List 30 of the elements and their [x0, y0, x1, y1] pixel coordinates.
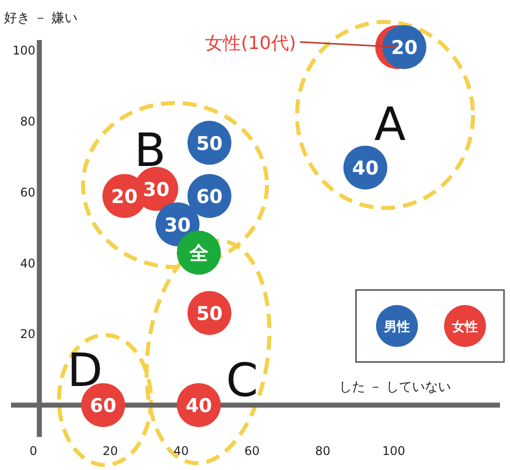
y-tick-label: 80 [20, 114, 36, 129]
annotation: 40 [186, 395, 212, 418]
annotation: 50 [196, 132, 223, 155]
annotation: D [67, 343, 103, 397]
annotation: 30 [164, 214, 191, 236]
y-tick-label: 60 [20, 185, 36, 200]
y-tick-label: 100 [12, 44, 36, 58]
x-tick-label: 20 [102, 444, 118, 458]
annotation: 女性(10代) [205, 33, 296, 54]
annotation: 20 [391, 37, 418, 60]
legend: 男性 女性 [355, 289, 505, 363]
annotation: 60 [196, 186, 223, 208]
x-tick-label: 100 [382, 444, 406, 458]
annotation: B [134, 123, 166, 177]
x-tick-label: 80 [315, 444, 330, 458]
annotation: 40 [352, 158, 379, 180]
annotation: C [226, 353, 258, 407]
annotation: 60 [90, 395, 116, 418]
annotation: 50 [196, 302, 223, 325]
annotation: 20 [111, 186, 138, 208]
annotation: 30 [143, 178, 170, 201]
x-tick-label: 40 [173, 444, 189, 458]
x-axis-title: した － していない [338, 380, 452, 396]
x-tick-label: 60 [244, 444, 260, 458]
annotation: A [374, 97, 406, 151]
x-tick-label: 0 [30, 444, 38, 458]
y-tick-label: 20 [20, 327, 36, 342]
y-tick-label: 40 [20, 256, 36, 270]
y-axis-title: 好き － 嫌い [4, 11, 78, 26]
annotation: 全 [188, 242, 210, 265]
